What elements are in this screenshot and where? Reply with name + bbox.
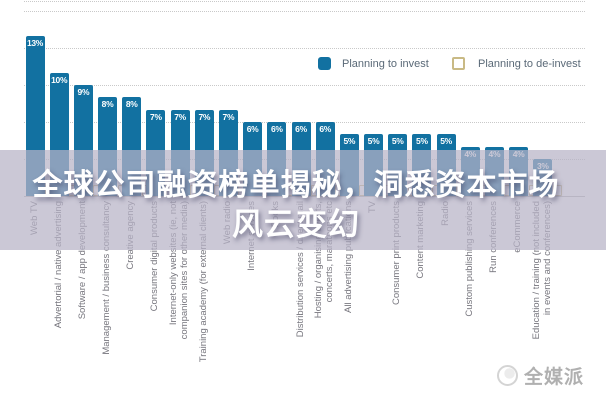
- media-logo-icon: [496, 365, 518, 386]
- watermark-text: 全媒派: [523, 366, 584, 388]
- headline-line2: 风云变幻: [232, 207, 360, 243]
- bar-value-label: 7%: [150, 111, 162, 122]
- headline-line1: 全球公司融资榜单揭秘，洞悉资本市场: [32, 168, 560, 203]
- bar-value-label: 13%: [26, 37, 44, 48]
- bar-value-label: 7%: [174, 111, 186, 122]
- bar-value-label: 6%: [246, 124, 259, 134]
- bar-value-label: 9%: [77, 87, 90, 97]
- bar-value-label: 6%: [270, 124, 283, 134]
- legend-deinvest-swatch-icon: [452, 57, 465, 70]
- bar-value-label: 10%: [51, 74, 68, 85]
- bar-value-label: 5%: [416, 136, 428, 147]
- gridline: [24, 48, 585, 49]
- bar-value-label: 5%: [440, 136, 452, 147]
- gridline: [24, 85, 585, 86]
- bar-value-label: 6%: [319, 124, 332, 134]
- bar-value-label: 7%: [198, 111, 211, 122]
- bar-value-label: 8%: [101, 99, 114, 110]
- bar-value-label: 5%: [343, 136, 356, 147]
- bar-value-label: 6%: [295, 124, 307, 134]
- headline-band: [0, 150, 606, 250]
- legend-invest-label: Planning to invest: [342, 58, 429, 70]
- watermark: 全媒派: [496, 362, 584, 389]
- bar-value-label: 5%: [391, 136, 404, 147]
- bar-value-label: 7%: [222, 111, 235, 122]
- bar-value-label: 5%: [367, 136, 380, 147]
- legend-invest-swatch-icon: [318, 57, 331, 70]
- legend-deinvest-label: Planning to de-invest: [478, 58, 581, 70]
- bar-value-label: 8%: [125, 99, 138, 110]
- gridline-top: [24, 1, 585, 2]
- gridline: [24, 11, 585, 13]
